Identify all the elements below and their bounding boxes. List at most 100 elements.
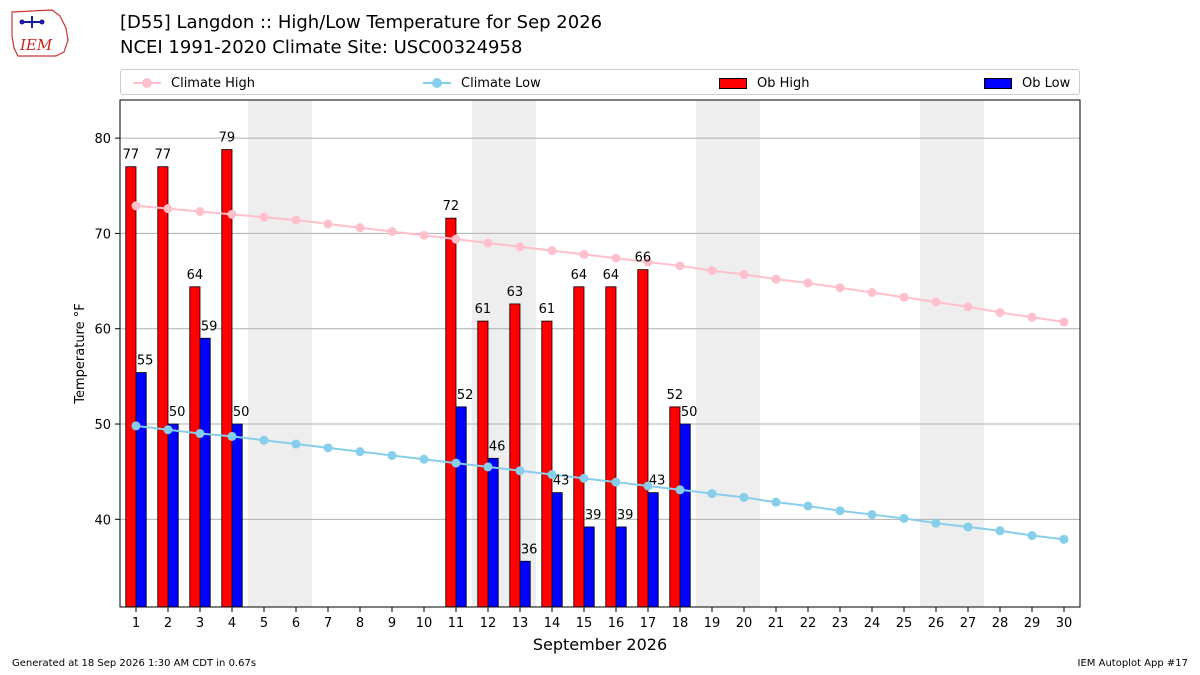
climate-low-line <box>135 424 1065 541</box>
x-tick-label: 16 <box>608 616 625 631</box>
x-tick-label: 15 <box>576 616 593 631</box>
climate-low-point <box>899 513 909 523</box>
x-axis-label: September 2026 <box>533 635 667 654</box>
ob-low-label: 46 <box>489 439 506 454</box>
climate-high-point <box>195 207 205 217</box>
climate-low-point <box>643 481 653 491</box>
climate-low-point <box>835 506 845 516</box>
climate-high-point <box>579 249 589 259</box>
legend-label-climate-low: Climate Low <box>461 75 541 91</box>
x-tick-label: 8 <box>356 616 364 631</box>
x-tick-label: 1 <box>132 616 140 631</box>
ob-high-label: 79 <box>219 131 236 146</box>
ob-high-bar <box>605 286 617 608</box>
climate-high-point <box>451 234 461 244</box>
climate-high-point <box>291 215 301 225</box>
climate-high-point <box>867 288 877 298</box>
x-tick-label: 9 <box>388 616 396 631</box>
ob-low-bar <box>647 492 659 608</box>
ob-high-bar <box>157 166 169 608</box>
x-tick-label: 24 <box>864 616 881 631</box>
climate-high-point <box>483 238 493 248</box>
chart-title: [D55] Langdon :: High/Low Temperature fo… <box>120 12 603 33</box>
ob-high-label: 52 <box>667 388 684 403</box>
ob-low-label: 43 <box>649 474 666 489</box>
climate-high-line-icon <box>133 78 161 88</box>
x-tick-label: 21 <box>768 616 785 631</box>
app-credit: IEM Autoplot App #17 <box>1077 658 1188 669</box>
climate-low-point <box>771 497 781 507</box>
climate-low-point <box>163 425 173 435</box>
legend-item-climate-low: Climate Low <box>423 73 541 93</box>
climate-low-point <box>483 462 493 472</box>
x-tick-label: 22 <box>800 616 817 631</box>
ob-low-label: 59 <box>201 319 218 334</box>
legend-label-climate-high: Climate High <box>171 75 256 91</box>
x-tick-label: 23 <box>832 616 849 631</box>
ob-low-bar <box>583 526 595 608</box>
x-tick-label: 20 <box>736 616 753 631</box>
ob-high-bar <box>509 303 521 608</box>
climate-high-point <box>259 212 269 222</box>
weekend-band <box>920 100 984 607</box>
ob-high-bar <box>445 217 457 608</box>
ob-low-bar <box>551 492 563 608</box>
climate-high-point <box>131 201 141 211</box>
generated-timestamp: Generated at 18 Sep 2026 1:30 AM CDT in … <box>12 658 257 669</box>
x-tick-label: 26 <box>928 616 945 631</box>
ob-high-label: 61 <box>539 302 556 317</box>
y-tick-label: 80 <box>94 132 111 147</box>
y-axis-label: Temperature °F <box>73 303 88 404</box>
x-tick-label: 2 <box>164 616 172 631</box>
ob-high-label: 63 <box>507 285 524 300</box>
ob-high-label: 64 <box>187 268 204 283</box>
climate-low-point <box>1059 534 1069 544</box>
climate-low-point <box>739 492 749 502</box>
climate-high-line <box>135 204 1065 324</box>
climate-low-point <box>131 421 141 431</box>
iem-logo: IEM <box>11 9 69 57</box>
climate-low-point <box>195 429 205 439</box>
climate-high-point <box>803 278 813 288</box>
ob-low-bar <box>487 457 499 608</box>
x-tick-label: 13 <box>512 616 529 631</box>
climate-high-point <box>1027 312 1037 322</box>
plot-frame <box>119 99 1081 608</box>
climate-low-point <box>547 470 557 480</box>
ob-high-label: 64 <box>571 268 588 283</box>
ob-low-label: 50 <box>681 405 698 420</box>
climate-low-point <box>419 454 429 464</box>
x-tick-label: 17 <box>640 616 657 631</box>
ob-high-swatch-icon <box>719 77 747 89</box>
legend-item-ob-high: Ob High <box>719 73 810 93</box>
svg-text:IEM: IEM <box>19 36 53 54</box>
ob-low-label: 39 <box>617 508 634 523</box>
ob-low-swatch-icon <box>984 77 1012 89</box>
legend-item-climate-high: Climate High <box>133 73 255 93</box>
legend-item-ob-low: Ob Low <box>984 73 1070 93</box>
ob-low-bar <box>199 337 211 608</box>
climate-low-point <box>675 485 685 495</box>
ob-low-label: 55 <box>137 354 154 369</box>
climate-low-point <box>995 526 1005 536</box>
y-tick-label: 50 <box>94 418 111 433</box>
x-tick-label: 25 <box>896 616 913 631</box>
climate-low-point <box>259 435 269 445</box>
climate-high-point <box>707 266 717 276</box>
climate-low-point <box>291 439 301 449</box>
climate-high-point <box>675 261 685 271</box>
climate-high-point <box>547 246 557 256</box>
climate-low-point <box>707 489 717 499</box>
climate-low-point <box>579 473 589 483</box>
ob-high-label: 64 <box>603 268 620 283</box>
ob-low-label: 52 <box>457 388 474 403</box>
x-tick-label: 29 <box>1024 616 1041 631</box>
ob-low-label: 36 <box>521 542 538 557</box>
x-tick-label: 10 <box>416 616 433 631</box>
x-tick-label: 4 <box>228 616 236 631</box>
climate-high-point <box>611 253 621 263</box>
ob-high-label: 61 <box>475 302 492 317</box>
ob-low-bar <box>519 560 531 608</box>
y-tick-label: 70 <box>94 227 111 242</box>
